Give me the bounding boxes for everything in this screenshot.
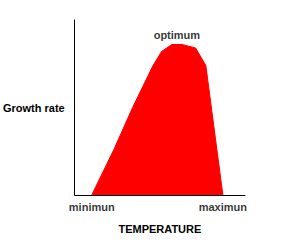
svg-text:optimum: optimum [154,29,201,41]
svg-text:maximun: maximun [199,201,248,213]
svg-text:TEMPERATURE: TEMPERATURE [118,223,201,235]
svg-text:minimun: minimun [69,201,115,213]
svg-text:Growth rate: Growth rate [3,102,65,114]
